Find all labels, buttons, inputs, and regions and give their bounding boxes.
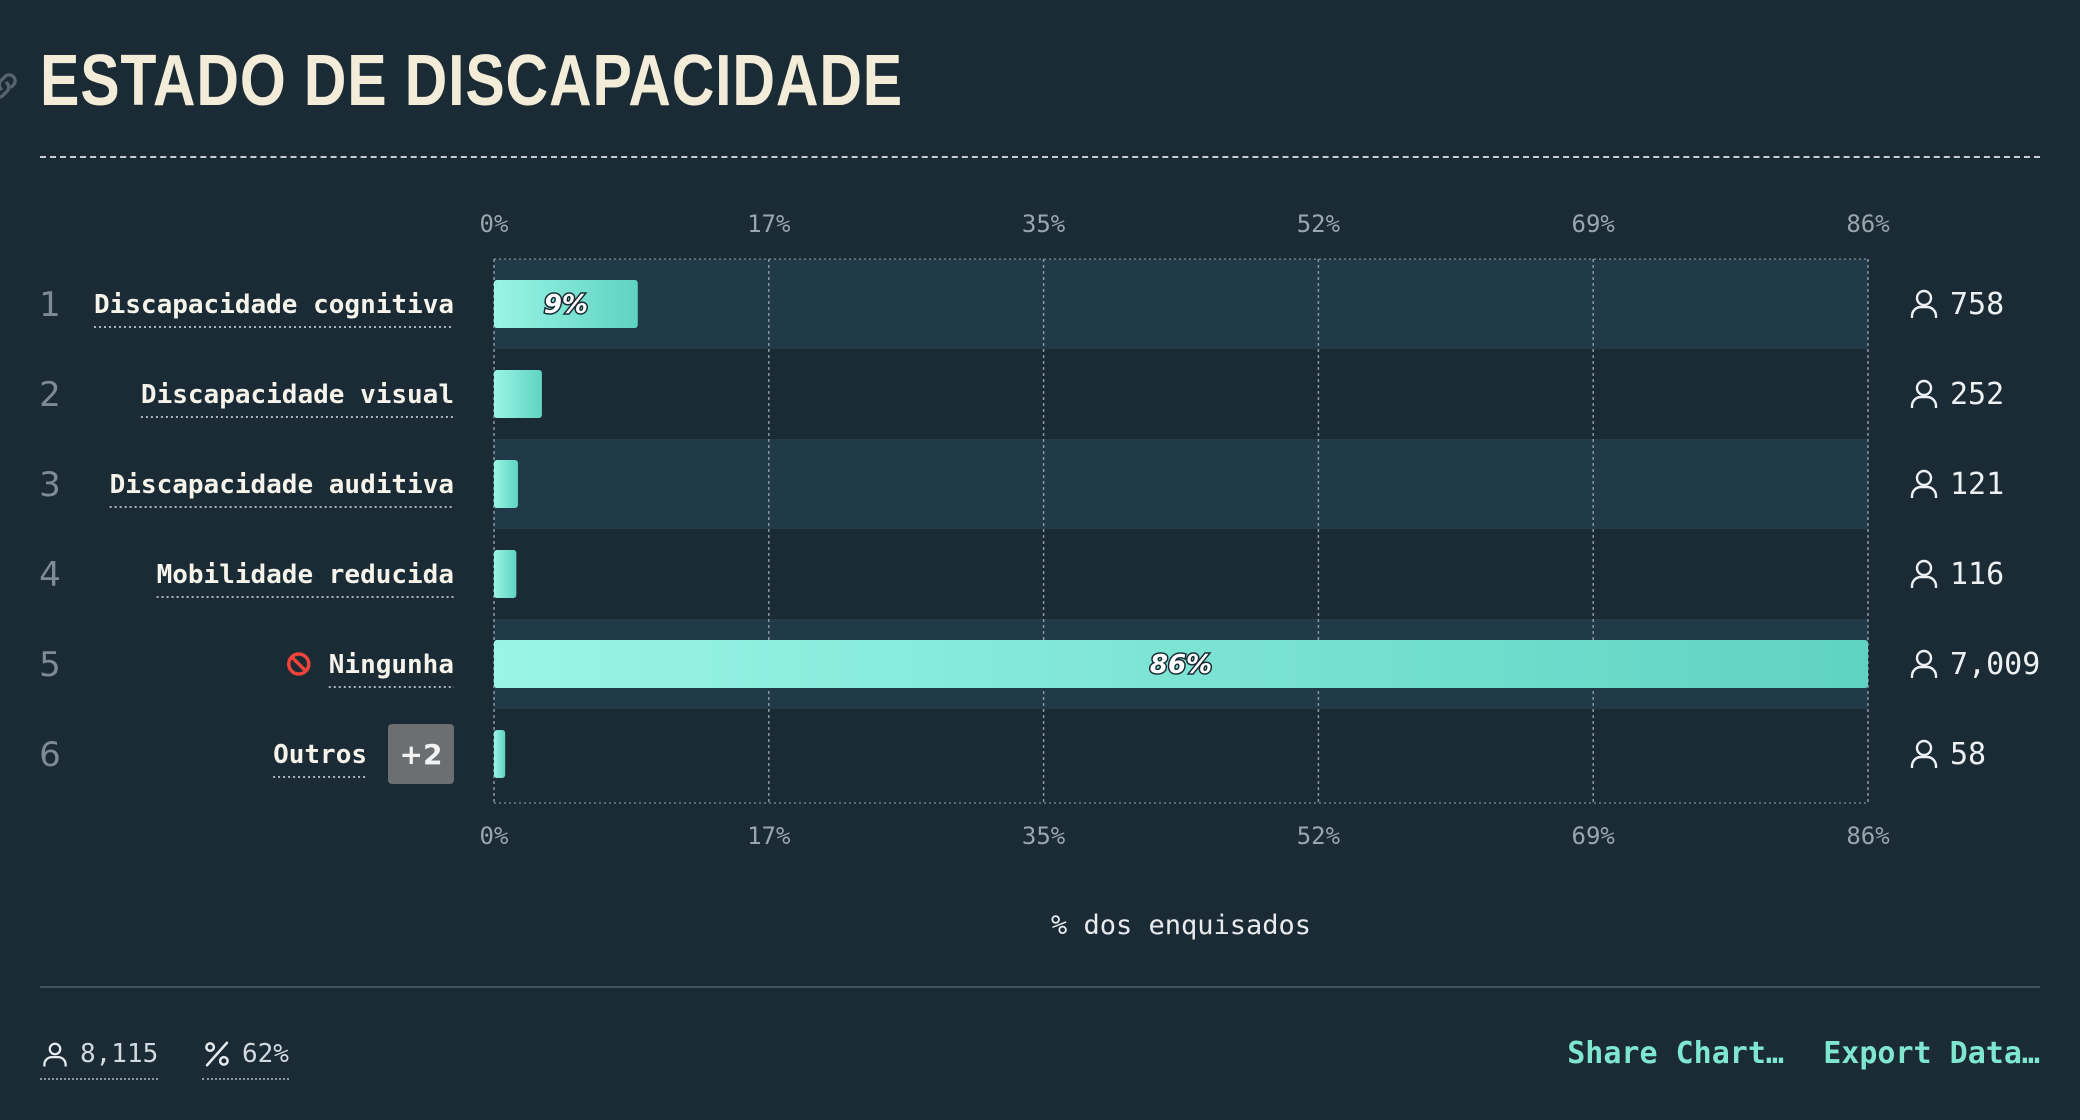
- bar: [494, 640, 1868, 688]
- respondent-count: 7,009: [1950, 647, 2040, 682]
- person-icon: [43, 1042, 67, 1067]
- respondent-count: 116: [1950, 557, 2004, 592]
- bottom-tick-label: 69%: [1572, 822, 1616, 850]
- footer-divider: [40, 986, 2040, 988]
- bar: [494, 280, 638, 328]
- prohibited-icon: [287, 652, 311, 676]
- chart-title: ESTADO DE DISCAPACIDADE: [40, 41, 903, 121]
- rank-number: 3: [39, 465, 61, 505]
- person-icon: [1910, 289, 1938, 318]
- bottom-tick-label: 17%: [747, 822, 791, 850]
- rank-number: 1: [39, 285, 61, 325]
- category-label[interactable]: Ningunha: [329, 650, 454, 680]
- link-icon[interactable]: [0, 68, 22, 104]
- person-icon: [1910, 649, 1938, 678]
- x-axis-label: % dos enquisados: [1051, 910, 1311, 941]
- bar-chart: 0%0%17%17%35%35%52%52%69%69%86%86%1 Disca…: [39, 210, 2040, 941]
- top-tick-label: 0%: [480, 210, 509, 238]
- person-icon: [1910, 739, 1938, 768]
- person-icon: [1910, 559, 1938, 588]
- export-data-button[interactable]: Export Data…: [1823, 1036, 2040, 1071]
- top-tick-label: 52%: [1297, 210, 1341, 238]
- bar: [494, 460, 518, 508]
- rank-number: 2: [39, 375, 61, 415]
- bar: [494, 370, 542, 418]
- category-label[interactable]: Discapacidade cognitiva: [94, 290, 454, 320]
- title-divider: [40, 156, 2040, 158]
- response-rate-value: 62%: [242, 1039, 289, 1069]
- share-chart-button[interactable]: Share Chart…: [1567, 1036, 1784, 1071]
- bottom-tick-label: 0%: [480, 822, 509, 850]
- more-categories-badge: [388, 724, 454, 784]
- total-respondents[interactable]: 8,115: [40, 1034, 159, 1080]
- bar: [494, 730, 506, 778]
- category-label[interactable]: Outros: [273, 740, 367, 770]
- category-label[interactable]: Discapacidade auditiva: [110, 470, 454, 500]
- respondent-count: 252: [1950, 377, 2004, 412]
- respondent-count: 758: [1950, 287, 2004, 322]
- percent-icon: [205, 1041, 229, 1067]
- response-rate[interactable]: 62%: [202, 1034, 289, 1080]
- category-label[interactable]: Mobilidade reducida: [157, 560, 454, 590]
- bottom-tick-label: 86%: [1846, 822, 1890, 850]
- bottom-tick-label: 35%: [1022, 822, 1066, 850]
- respondent-count: 58: [1950, 737, 1986, 772]
- bar: [494, 550, 517, 598]
- row-band: [494, 439, 1868, 529]
- rank-number: 6: [39, 735, 61, 775]
- bar-data-label: 9%: [544, 290, 588, 320]
- respondent-count: 121: [1950, 467, 2004, 502]
- total-respondents-value: 8,115: [80, 1039, 159, 1069]
- top-tick-label: 17%: [747, 210, 791, 238]
- category-label[interactable]: Discapacidade visual: [141, 380, 454, 410]
- person-icon: [1910, 379, 1938, 408]
- rank-number: 5: [39, 645, 61, 685]
- row-band: [494, 259, 1868, 349]
- rank-number: 4: [39, 555, 61, 595]
- top-tick-label: 69%: [1572, 210, 1616, 238]
- top-tick-label: 35%: [1022, 210, 1066, 238]
- top-tick-label: 86%: [1846, 210, 1890, 238]
- person-icon: [1910, 469, 1938, 498]
- bottom-tick-label: 52%: [1297, 822, 1341, 850]
- bar-data-label: 86%: [1150, 650, 1212, 680]
- badge-label: +2: [400, 738, 443, 771]
